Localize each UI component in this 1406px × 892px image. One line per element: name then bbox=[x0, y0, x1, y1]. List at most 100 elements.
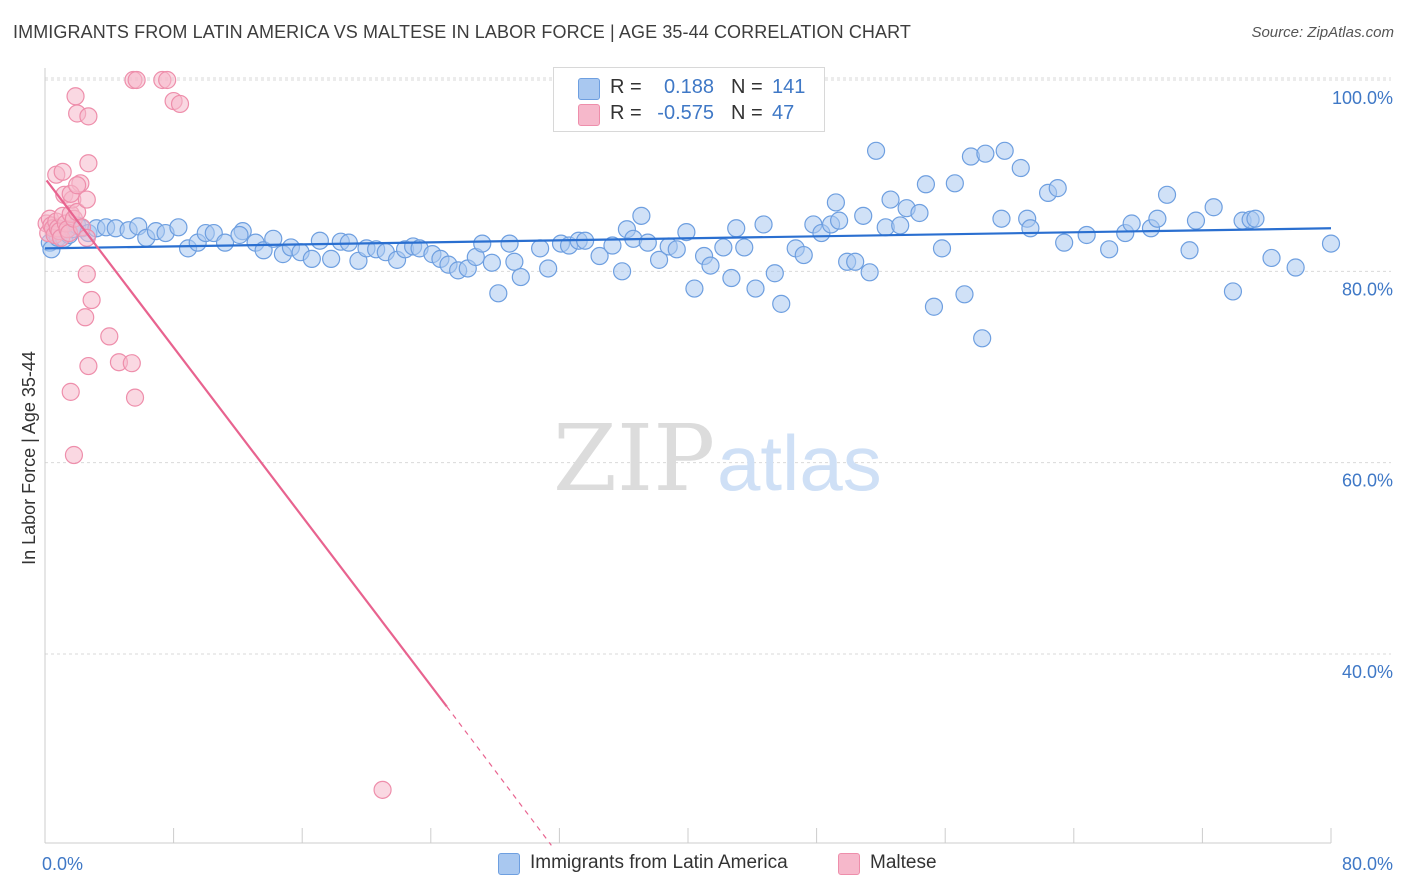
point-latin-america bbox=[1286, 258, 1305, 277]
point-latin-america bbox=[860, 263, 879, 282]
point-maltese bbox=[82, 290, 101, 310]
point-latin-america bbox=[854, 206, 873, 225]
point-maltese bbox=[53, 162, 72, 181]
point-latin-america bbox=[765, 264, 784, 283]
point-latin-america bbox=[1077, 225, 1096, 245]
point-latin-america bbox=[1055, 233, 1074, 252]
point-maltese bbox=[79, 107, 98, 126]
point-latin-america bbox=[531, 239, 550, 258]
point-latin-america bbox=[973, 329, 992, 348]
point-latin-america bbox=[826, 193, 845, 212]
series-maltese-points bbox=[37, 70, 392, 799]
point-latin-america bbox=[976, 144, 995, 163]
source-label: Source: ZipAtlas.com bbox=[1251, 24, 1394, 41]
tick-labels: 100.0% 80.0% 60.0% 40.0% 0.0% 80.0% bbox=[42, 88, 1393, 874]
point-latin-america bbox=[916, 175, 936, 194]
point-latin-america bbox=[1262, 248, 1281, 268]
point-latin-america bbox=[746, 279, 765, 298]
point-latin-america bbox=[794, 245, 813, 265]
point-latin-america bbox=[830, 211, 849, 230]
bottom-legend-swatch-blue bbox=[498, 853, 520, 875]
point-latin-america bbox=[846, 252, 865, 271]
y-tick-label: 60.0% bbox=[1342, 471, 1393, 491]
point-latin-america bbox=[1100, 240, 1119, 259]
point-latin-america bbox=[714, 238, 733, 257]
y-tick-label: 80.0% bbox=[1342, 279, 1393, 299]
point-maltese bbox=[77, 228, 96, 247]
point-latin-america bbox=[1011, 158, 1030, 178]
legend-n-value: 47 bbox=[772, 102, 795, 124]
point-latin-america bbox=[945, 174, 964, 193]
point-latin-america bbox=[992, 209, 1011, 228]
point-latin-america bbox=[1180, 241, 1199, 260]
point-latin-america bbox=[264, 229, 283, 248]
point-latin-america bbox=[1246, 209, 1265, 228]
point-latin-america bbox=[230, 225, 249, 245]
point-latin-america bbox=[1122, 214, 1141, 233]
point-maltese bbox=[66, 87, 85, 106]
point-latin-america bbox=[1157, 185, 1177, 204]
bottom-legend-label: Maltese bbox=[870, 852, 937, 873]
point-latin-america bbox=[489, 284, 508, 303]
point-latin-america bbox=[632, 206, 651, 225]
grid-lines bbox=[45, 77, 1391, 655]
point-latin-america bbox=[727, 219, 746, 238]
bottom-legend-label: Immigrants from Latin America bbox=[530, 852, 788, 873]
point-latin-america bbox=[505, 252, 524, 271]
point-latin-america bbox=[881, 190, 900, 209]
point-latin-america bbox=[667, 240, 686, 259]
point-maltese bbox=[79, 154, 98, 173]
point-latin-america bbox=[511, 267, 530, 287]
point-latin-america bbox=[302, 249, 321, 268]
series-latin-america-points bbox=[40, 141, 1341, 348]
watermark-zip: ZIP bbox=[553, 405, 715, 512]
point-latin-america bbox=[910, 203, 929, 223]
point-maltese bbox=[158, 70, 177, 90]
point-latin-america bbox=[215, 233, 235, 252]
trend-line-maltese bbox=[45, 179, 448, 708]
y-tick-label: 40.0% bbox=[1342, 662, 1393, 682]
trend-line-maltese-extension bbox=[446, 706, 552, 846]
point-latin-america bbox=[1186, 211, 1206, 230]
point-maltese bbox=[77, 265, 96, 284]
point-latin-america bbox=[1148, 209, 1167, 228]
point-latin-america bbox=[1321, 234, 1341, 253]
point-latin-america bbox=[638, 233, 657, 252]
y-tick-label: 100.0% bbox=[1332, 88, 1393, 108]
point-maltese bbox=[125, 388, 145, 407]
point-maltese bbox=[77, 190, 96, 209]
point-latin-america bbox=[649, 250, 669, 269]
point-maltese bbox=[61, 382, 80, 401]
legend-swatch-blue bbox=[578, 78, 600, 100]
legend-r-value: 0.188 bbox=[663, 76, 714, 98]
point-latin-america bbox=[924, 297, 944, 316]
point-latin-america bbox=[473, 234, 492, 253]
point-maltese bbox=[170, 94, 190, 114]
point-latin-america bbox=[1223, 282, 1243, 301]
legend-r-value: -0.575 bbox=[657, 102, 714, 124]
point-maltese bbox=[122, 354, 141, 373]
x-tick-label: 80.0% bbox=[1342, 854, 1393, 874]
point-maltese bbox=[64, 445, 84, 465]
legend-r-label: R = bbox=[610, 102, 642, 124]
point-latin-america bbox=[701, 256, 720, 275]
legend-n-value: 141 bbox=[772, 76, 806, 98]
point-latin-america bbox=[1204, 198, 1223, 217]
legend-n-label: N = bbox=[731, 76, 763, 98]
legend-r-label: R = bbox=[610, 76, 642, 98]
point-maltese bbox=[100, 327, 119, 346]
point-latin-america bbox=[322, 249, 341, 268]
point-latin-america bbox=[866, 141, 886, 160]
point-latin-america bbox=[995, 141, 1014, 160]
correlation-legend: R = 0.188 N = 141 R = -0.575 N = 47 bbox=[553, 67, 825, 132]
legend-swatch-pink bbox=[578, 104, 600, 126]
point-latin-america bbox=[482, 253, 501, 272]
point-maltese bbox=[76, 308, 95, 327]
point-latin-america bbox=[932, 239, 952, 258]
point-latin-america bbox=[1048, 179, 1067, 198]
point-latin-america bbox=[754, 215, 773, 234]
point-latin-america bbox=[310, 231, 329, 250]
axes bbox=[44, 68, 1332, 844]
legend-n-label: N = bbox=[731, 102, 763, 124]
